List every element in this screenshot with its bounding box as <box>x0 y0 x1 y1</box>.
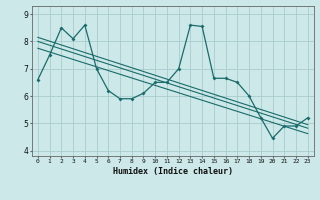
X-axis label: Humidex (Indice chaleur): Humidex (Indice chaleur) <box>113 167 233 176</box>
